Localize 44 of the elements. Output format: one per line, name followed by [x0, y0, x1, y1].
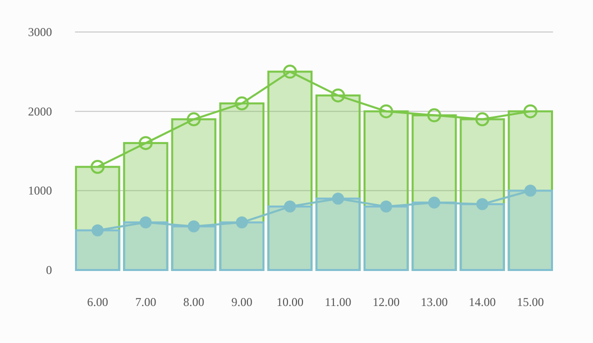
point: [428, 196, 440, 209]
bar: [508, 190, 553, 271]
point: [188, 220, 200, 232]
bar: [123, 221, 168, 271]
bar: [171, 225, 216, 271]
x-tick-label: 8.00: [183, 295, 204, 309]
bar: [219, 221, 264, 271]
x-tick-label: 12.00: [372, 295, 400, 309]
point: [186, 112, 201, 126]
x-tick-label: 11.00: [324, 295, 352, 309]
x-tick-label: 7.00: [135, 295, 156, 309]
bar: [75, 229, 120, 271]
bar: [412, 202, 457, 271]
point: [380, 200, 392, 213]
point: [427, 108, 442, 122]
point: [332, 192, 344, 205]
point: [379, 104, 394, 118]
point: [524, 184, 536, 197]
point: [331, 88, 346, 102]
x-tick-label: 10.00: [276, 295, 304, 309]
bar: [315, 198, 361, 271]
x-tick-label: 9.00: [231, 295, 252, 309]
point: [475, 112, 490, 126]
bar: [267, 206, 313, 271]
y-tick-label: 2000: [28, 104, 52, 118]
bar: [364, 206, 409, 271]
point: [138, 136, 153, 150]
x-tick-label: 13.00: [420, 295, 448, 309]
bar: [460, 203, 505, 271]
y-tick-label: 0: [46, 263, 52, 277]
point: [236, 216, 248, 228]
point: [284, 200, 296, 213]
y-tick-label: 3000: [28, 25, 52, 39]
point: [90, 160, 105, 174]
point: [282, 64, 297, 79]
point: [92, 224, 104, 236]
point: [476, 198, 488, 210]
y-tick-label: 1000: [28, 184, 52, 198]
x-tick-label: 15.00: [516, 295, 544, 309]
point: [234, 96, 249, 110]
point: [523, 104, 538, 118]
x-tick-label: 14.00: [468, 295, 496, 309]
point: [140, 216, 152, 228]
x-tick-label: 6.00: [87, 295, 108, 309]
